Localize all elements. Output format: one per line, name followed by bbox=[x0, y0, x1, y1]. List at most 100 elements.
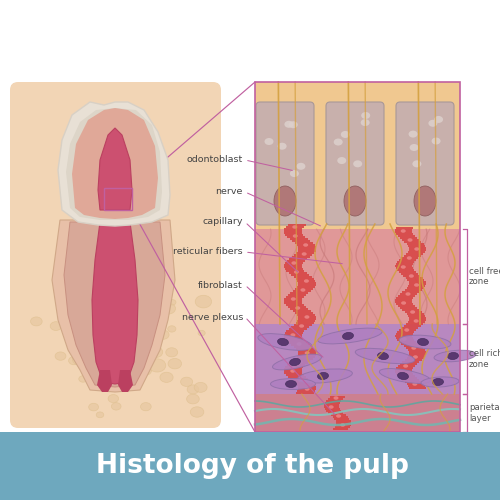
Ellipse shape bbox=[180, 377, 192, 386]
Ellipse shape bbox=[148, 346, 162, 358]
Bar bbox=[255, 82, 460, 229]
Text: reticular fibers: reticular fibers bbox=[174, 248, 243, 256]
Ellipse shape bbox=[401, 265, 406, 269]
Bar bbox=[402, 291, 419, 293]
Ellipse shape bbox=[378, 352, 388, 360]
Text: nerve: nerve bbox=[216, 188, 243, 196]
Ellipse shape bbox=[278, 142, 286, 150]
Bar bbox=[406, 243, 424, 245]
Ellipse shape bbox=[408, 238, 412, 242]
Ellipse shape bbox=[30, 317, 42, 326]
Ellipse shape bbox=[157, 330, 169, 340]
Ellipse shape bbox=[112, 402, 121, 410]
Ellipse shape bbox=[400, 229, 406, 233]
Ellipse shape bbox=[198, 330, 205, 336]
Bar bbox=[400, 293, 417, 295]
Bar bbox=[404, 241, 421, 243]
Bar bbox=[285, 338, 303, 340]
Bar bbox=[399, 341, 416, 343]
Bar bbox=[406, 277, 422, 279]
Ellipse shape bbox=[298, 369, 352, 383]
Ellipse shape bbox=[107, 311, 115, 317]
Ellipse shape bbox=[353, 160, 362, 168]
Polygon shape bbox=[58, 102, 170, 226]
Ellipse shape bbox=[410, 310, 415, 314]
Bar bbox=[396, 373, 413, 375]
Bar bbox=[284, 298, 302, 300]
Ellipse shape bbox=[303, 244, 308, 246]
Polygon shape bbox=[66, 108, 162, 220]
Ellipse shape bbox=[318, 328, 382, 344]
Ellipse shape bbox=[161, 303, 176, 314]
Bar bbox=[408, 279, 424, 281]
Bar bbox=[286, 330, 304, 332]
Ellipse shape bbox=[344, 186, 366, 216]
Bar bbox=[406, 313, 424, 315]
Bar bbox=[286, 296, 304, 298]
Bar bbox=[289, 328, 307, 330]
Ellipse shape bbox=[401, 301, 406, 304]
Bar bbox=[399, 329, 416, 331]
Ellipse shape bbox=[304, 351, 310, 355]
Bar bbox=[324, 402, 340, 404]
Ellipse shape bbox=[338, 157, 346, 164]
Bar bbox=[284, 368, 302, 370]
Ellipse shape bbox=[412, 160, 422, 168]
Bar bbox=[284, 264, 302, 266]
Ellipse shape bbox=[72, 354, 88, 366]
Ellipse shape bbox=[104, 365, 120, 378]
Bar bbox=[404, 345, 420, 347]
Bar bbox=[396, 337, 412, 339]
Ellipse shape bbox=[293, 234, 298, 238]
Polygon shape bbox=[72, 108, 158, 219]
Bar bbox=[298, 250, 316, 252]
Bar bbox=[406, 347, 423, 349]
FancyBboxPatch shape bbox=[326, 102, 384, 225]
Bar bbox=[284, 334, 302, 336]
Ellipse shape bbox=[194, 382, 207, 392]
Bar bbox=[408, 285, 425, 287]
Bar bbox=[401, 273, 418, 275]
Bar bbox=[333, 428, 348, 430]
Bar bbox=[288, 272, 306, 274]
Bar bbox=[294, 254, 312, 256]
Bar bbox=[396, 263, 412, 265]
Bar bbox=[298, 318, 316, 320]
Bar bbox=[284, 266, 302, 268]
Bar bbox=[284, 370, 302, 372]
Ellipse shape bbox=[160, 372, 173, 382]
Bar bbox=[298, 246, 316, 248]
Ellipse shape bbox=[187, 385, 199, 394]
Text: nerve plexus: nerve plexus bbox=[182, 312, 243, 322]
Bar bbox=[409, 353, 426, 355]
Bar bbox=[297, 314, 315, 316]
Bar bbox=[396, 369, 412, 371]
Bar bbox=[255, 324, 460, 394]
Bar bbox=[290, 292, 308, 294]
Bar bbox=[288, 306, 306, 308]
Ellipse shape bbox=[292, 225, 298, 229]
Bar bbox=[398, 235, 414, 237]
Bar bbox=[286, 270, 304, 272]
Ellipse shape bbox=[402, 337, 406, 341]
Bar bbox=[408, 355, 425, 357]
Bar bbox=[288, 236, 306, 238]
Bar bbox=[298, 280, 316, 282]
Bar bbox=[284, 232, 302, 234]
Ellipse shape bbox=[398, 372, 408, 380]
Ellipse shape bbox=[108, 394, 118, 402]
Ellipse shape bbox=[414, 186, 436, 216]
Ellipse shape bbox=[300, 288, 306, 292]
Bar bbox=[286, 340, 304, 342]
Polygon shape bbox=[98, 128, 132, 210]
Ellipse shape bbox=[294, 270, 299, 274]
Bar bbox=[396, 333, 412, 335]
Bar bbox=[396, 233, 413, 235]
Bar bbox=[405, 381, 422, 383]
Bar bbox=[288, 376, 306, 378]
Bar bbox=[402, 361, 419, 363]
Bar bbox=[290, 362, 308, 364]
Ellipse shape bbox=[434, 350, 476, 362]
Ellipse shape bbox=[278, 338, 288, 345]
Bar bbox=[294, 276, 312, 278]
